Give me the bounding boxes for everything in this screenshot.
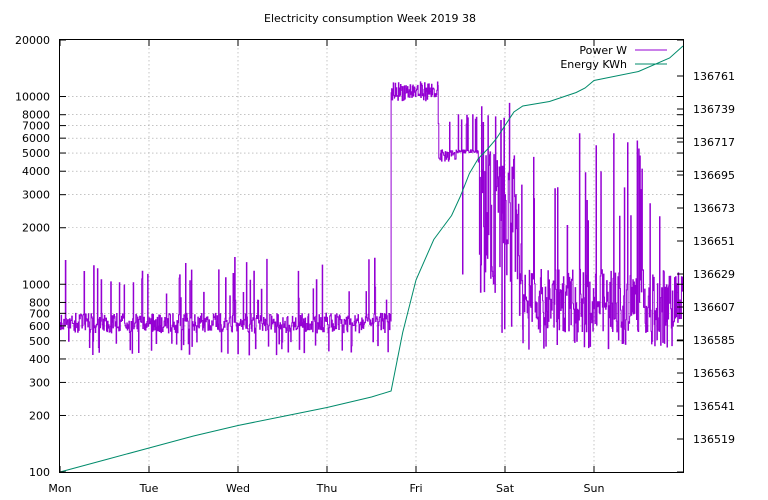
x-tick-label: Sat: [496, 482, 515, 495]
grid: [60, 40, 683, 472]
x-axis: Mon Tue Wed Thu Fri Sat Sun: [48, 40, 604, 495]
y-axis-right: 136519 136541 136563 136585 136607 136629 1366…: [677, 70, 735, 446]
y-tick-label-right: 136695: [693, 169, 735, 182]
y-tick-label-left: 200: [29, 409, 50, 422]
x-tick-label: Tue: [139, 482, 159, 495]
y-tick-label-left: 300: [29, 376, 50, 389]
legend-power-label: Power W: [579, 44, 627, 57]
y-tick-label-right: 136739: [693, 103, 735, 116]
energy-trace: [59, 45, 684, 473]
y-tick-label-right: 136717: [693, 136, 735, 149]
y-tick-label-right: 136761: [693, 70, 735, 83]
y-tick-label-left: 800: [29, 296, 50, 309]
y-tick-label-left: 600: [29, 320, 50, 333]
y-tick-label-left: 7000: [22, 120, 50, 133]
y-tick-label-left: 1000: [22, 278, 50, 291]
plot-frame: [59, 39, 684, 473]
y-tick-label-left: 400: [29, 353, 50, 366]
y-tick-label-left: 8000: [22, 109, 50, 122]
y-tick-label-left: 100: [29, 466, 50, 479]
y-tick-label-left: 4000: [22, 165, 50, 178]
y-tick-label-left: 2000: [22, 222, 50, 235]
y-tick-label-right: 136563: [693, 367, 735, 380]
y-tick-label-left: 5000: [22, 147, 50, 160]
x-tick-label: Sun: [584, 482, 605, 495]
y-tick-label-right: 136607: [693, 301, 735, 314]
y-tick-label-right: 136541: [693, 400, 735, 413]
y-tick-label-left: 20000: [15, 34, 50, 47]
power-trace: [60, 81, 683, 356]
y-tick-label-left: 10000: [15, 91, 50, 104]
chart-title: Electricity consumption Week 2019 38: [264, 12, 476, 25]
y-tick-label-right: 136629: [693, 268, 735, 281]
y-tick-label-right: 136651: [693, 235, 735, 248]
energy-series: [59, 45, 684, 473]
x-tick-label: Wed: [226, 482, 250, 495]
y-tick-label-left: 3000: [22, 189, 50, 202]
y-tick-label-left: 6000: [22, 132, 50, 145]
y-tick-label-left: 700: [29, 307, 50, 320]
power-series: [60, 81, 683, 356]
y-tick-label-left: 500: [29, 335, 50, 348]
y-tick-label-right: 136519: [693, 433, 735, 446]
y-tick-label-right: 136585: [693, 334, 735, 347]
legend: Power W Energy KWh: [560, 44, 667, 71]
legend-energy-label: Energy KWh: [560, 58, 627, 71]
x-tick-label: Thu: [316, 482, 338, 495]
y-tick-label-right: 136673: [693, 202, 735, 215]
x-tick-label: Fri: [409, 482, 422, 495]
x-tick-label: Mon: [48, 482, 71, 495]
